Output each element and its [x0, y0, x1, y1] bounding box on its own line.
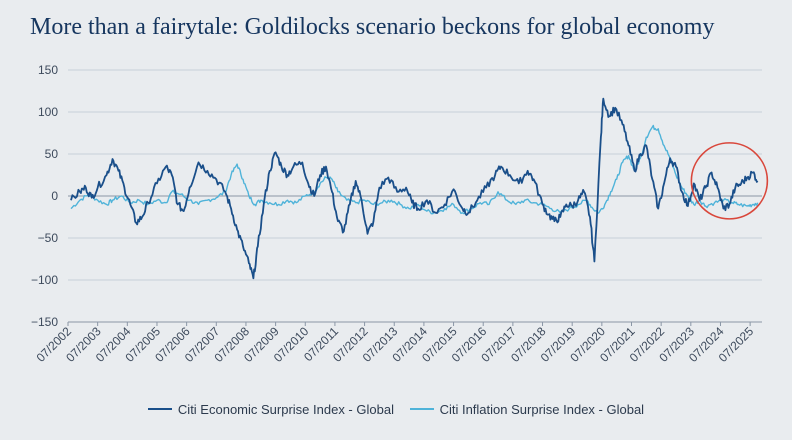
y-tick-label: 100 [38, 105, 58, 119]
y-tick-label: −150 [31, 315, 58, 329]
legend-line-inflation [409, 408, 434, 410]
grid-lines [68, 69, 762, 323]
y-tick-label: 0 [51, 189, 58, 203]
legend-label-economic: Citi Economic Surprise Index - Global [177, 401, 394, 417]
legend-label-inflation: Citi Inflation Surprise Index - Global [439, 401, 645, 417]
series-line-inflation [70, 124, 759, 215]
y-tick-label: 150 [38, 63, 58, 77]
series-line-economic [70, 97, 759, 280]
highlight-circle [690, 142, 769, 220]
legend-item-economic: Citi Economic Surprise Index - Global [147, 401, 394, 417]
y-axis-ticks: 150 100 50 0 −50 −100 −150 [31, 63, 58, 329]
legend-item-inflation: Citi Inflation Surprise Index - Global [409, 401, 645, 417]
legend: Citi Economic Surprise Index - Global Ci… [0, 398, 792, 417]
x-axis-ticks: 07/200207/200307/200407/200507/200607/20… [34, 322, 756, 365]
chart-title: More than a fairytale: Goldilocks scenar… [30, 14, 715, 40]
y-tick-label: −100 [31, 273, 58, 287]
series-lines [70, 97, 759, 280]
y-tick-label: 50 [45, 147, 59, 161]
legend-line-economic [147, 408, 172, 410]
annotation-layer [690, 142, 769, 220]
y-tick-label: −50 [38, 231, 59, 245]
